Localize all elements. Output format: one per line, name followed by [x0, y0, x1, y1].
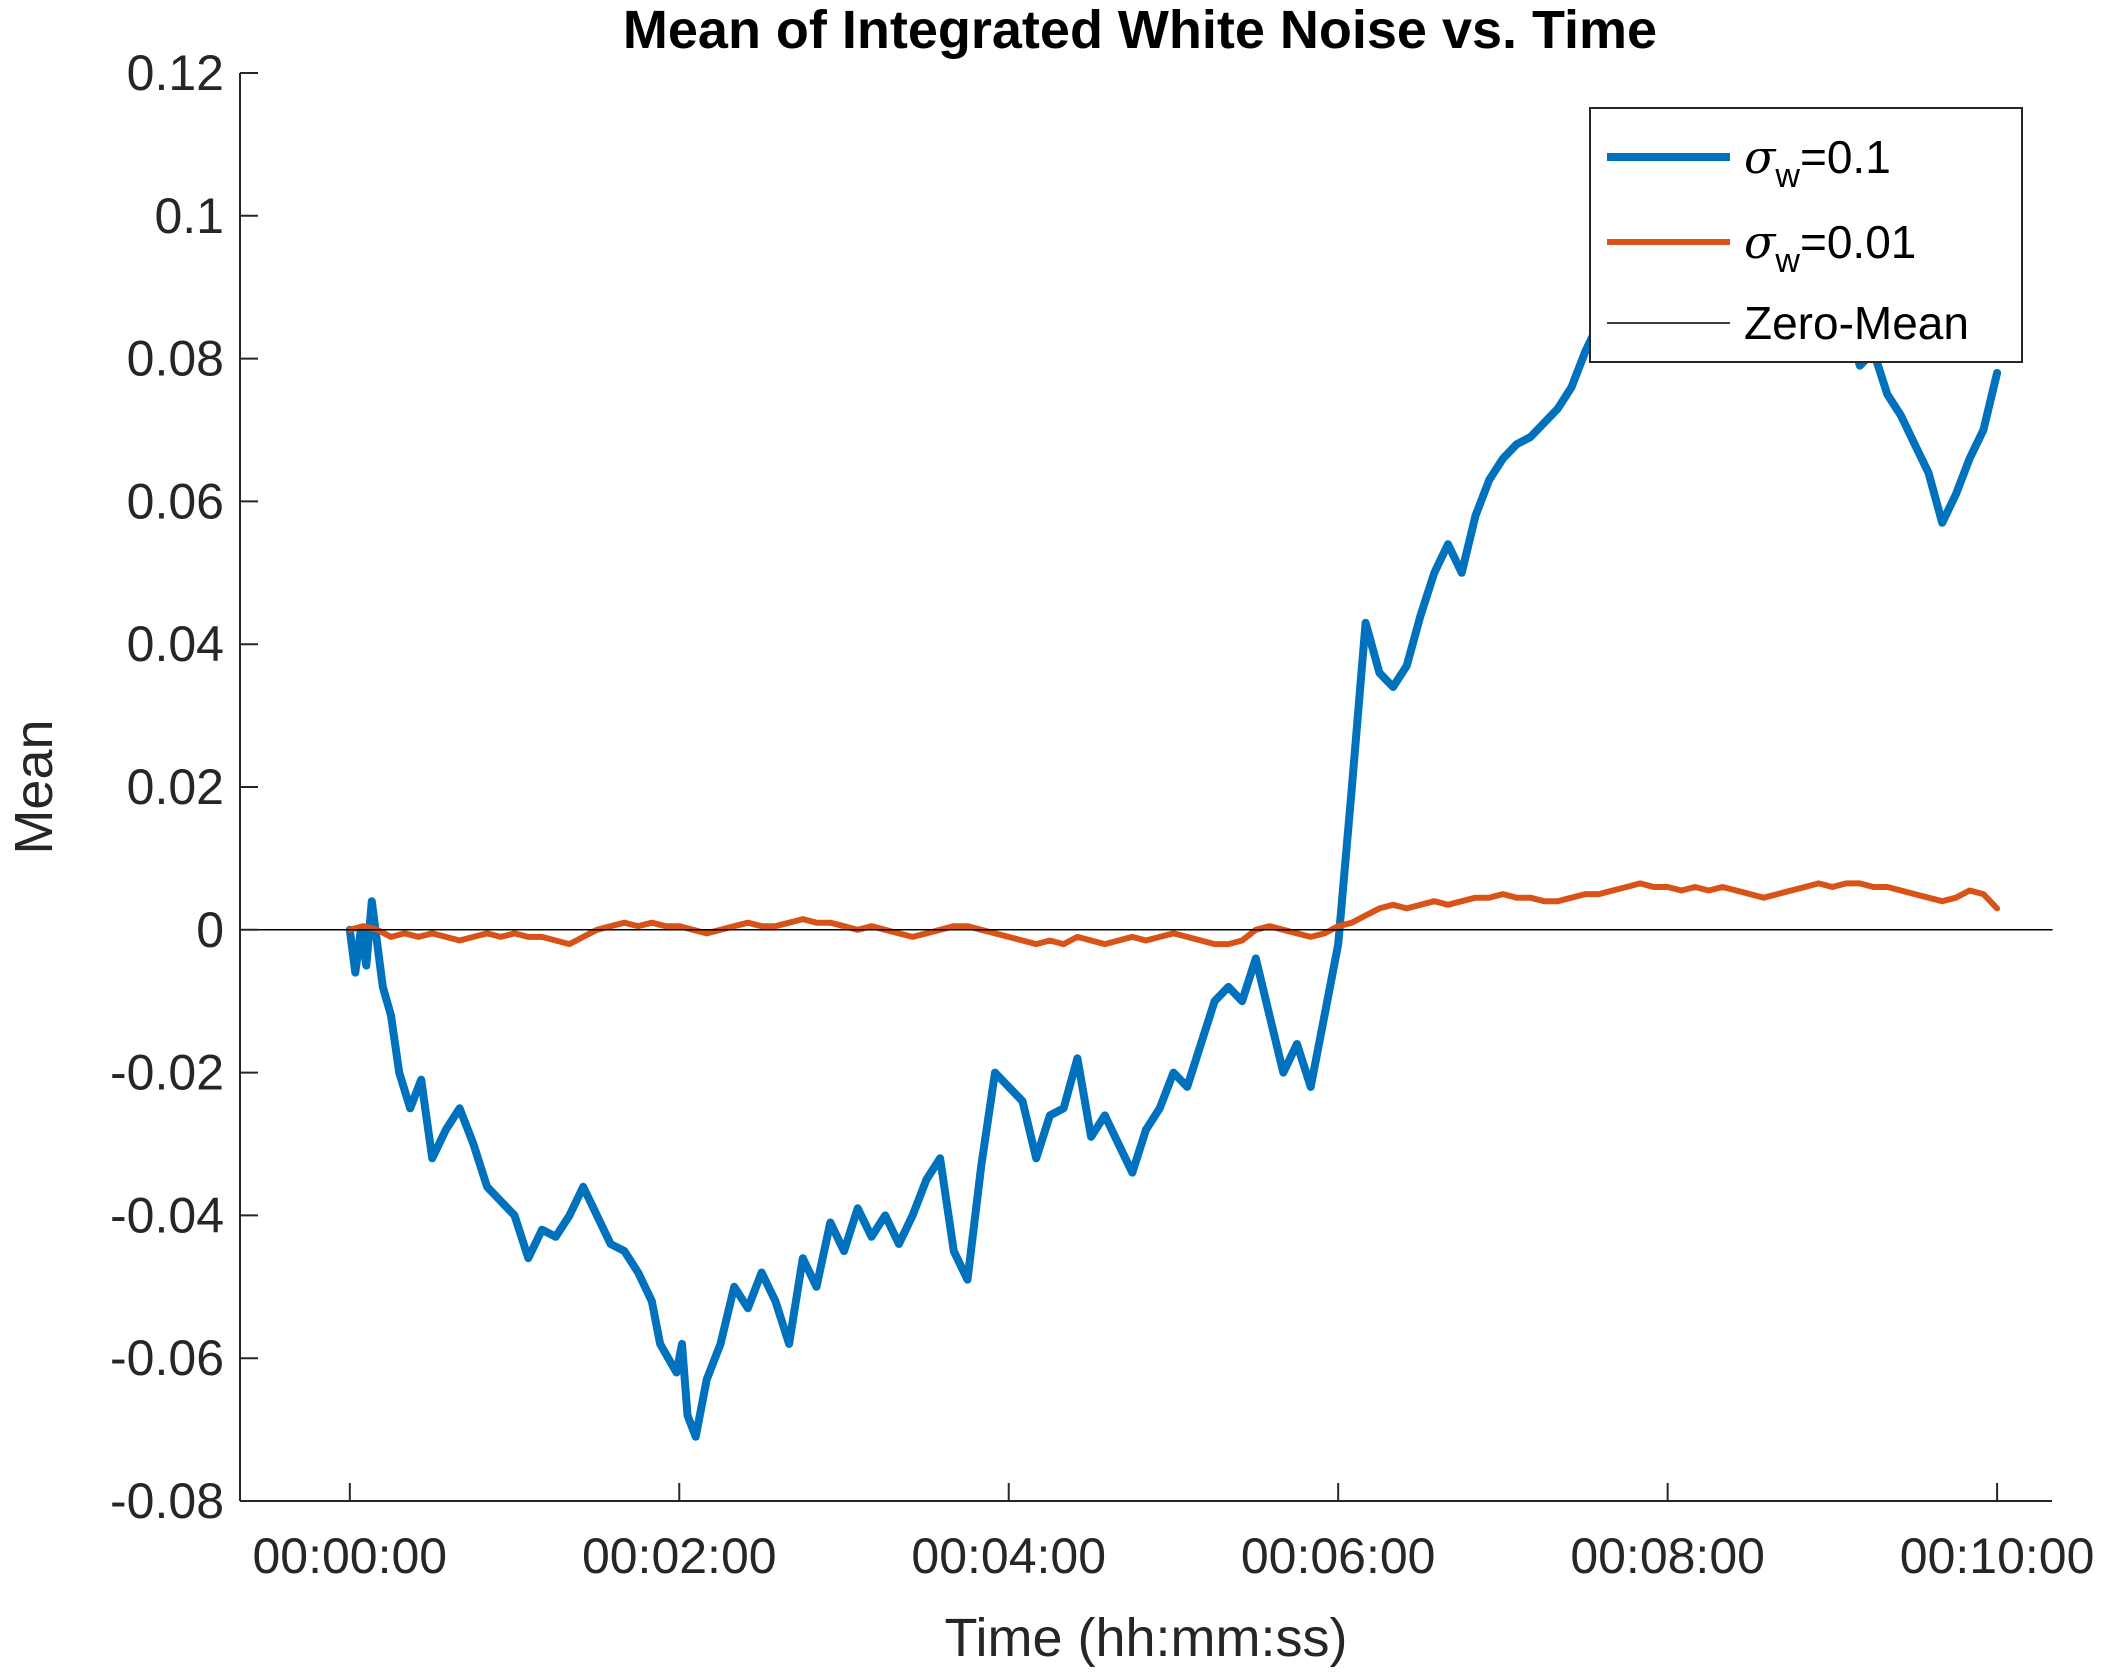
x-tick-label: 00:02:00 — [582, 1528, 777, 1584]
y-tick-label: -0.06 — [110, 1330, 224, 1386]
y-tick-label: 0.06 — [127, 473, 224, 529]
y-tick-label: 0.08 — [127, 331, 224, 387]
legend-suffix: Zero-Mean — [1744, 297, 1969, 349]
x-tick-label: 00:08:00 — [1570, 1528, 1765, 1584]
legend-label-0: σw=0.1 — [1744, 130, 1891, 195]
y-tick-label: 0.04 — [127, 616, 224, 672]
y-tick-label: 0.12 — [127, 45, 224, 101]
y-tick-label: -0.04 — [110, 1187, 224, 1243]
legend-box — [1589, 107, 2023, 363]
y-tick-label: -0.08 — [110, 1473, 224, 1529]
y-tick-label: 0.02 — [127, 759, 224, 815]
legend-symbol: σ — [1744, 130, 1777, 184]
chart-title: Mean of Integrated White Noise vs. Time — [623, 0, 1657, 60]
legend-label-2: Zero-Mean — [1744, 297, 1969, 349]
series-line-0 — [345, 254, 2002, 1441]
legend-symbol: σ — [1744, 215, 1777, 269]
x-tick-label: 00:04:00 — [911, 1528, 1106, 1584]
y-axis-label: Mean — [4, 719, 64, 854]
x-tick-label: 00:10:00 — [1900, 1528, 2095, 1584]
y-ticks: -0.08 -0.06 -0.04 -0.02 0 0.02 0.04 0.06 0.08 0.1… — [110, 45, 258, 1529]
series-line-1 — [346, 880, 2001, 948]
x-tick-label: 00:06:00 — [1241, 1528, 1436, 1584]
legend-suffix: =0.1 — [1800, 131, 1891, 183]
legend-label-1: σw=0.01 — [1744, 215, 1916, 280]
x-axis-label: Time (hh:mm:ss) — [945, 1608, 1348, 1668]
y-tick-label: 0.1 — [154, 188, 224, 244]
y-tick-label: -0.02 — [110, 1045, 224, 1101]
x-ticks: 00:00:00 00:02:00 00:04:00 00:06:00 00:08:00… — [252, 1483, 2094, 1584]
legend-subscript: w — [1774, 242, 1800, 280]
legend-subscript: w — [1774, 157, 1800, 195]
series-layer — [239, 254, 2053, 1441]
y-tick-label: 0 — [196, 902, 224, 958]
x-tick-label: 00:00:00 — [252, 1528, 447, 1584]
legend-suffix: =0.01 — [1800, 216, 1916, 268]
